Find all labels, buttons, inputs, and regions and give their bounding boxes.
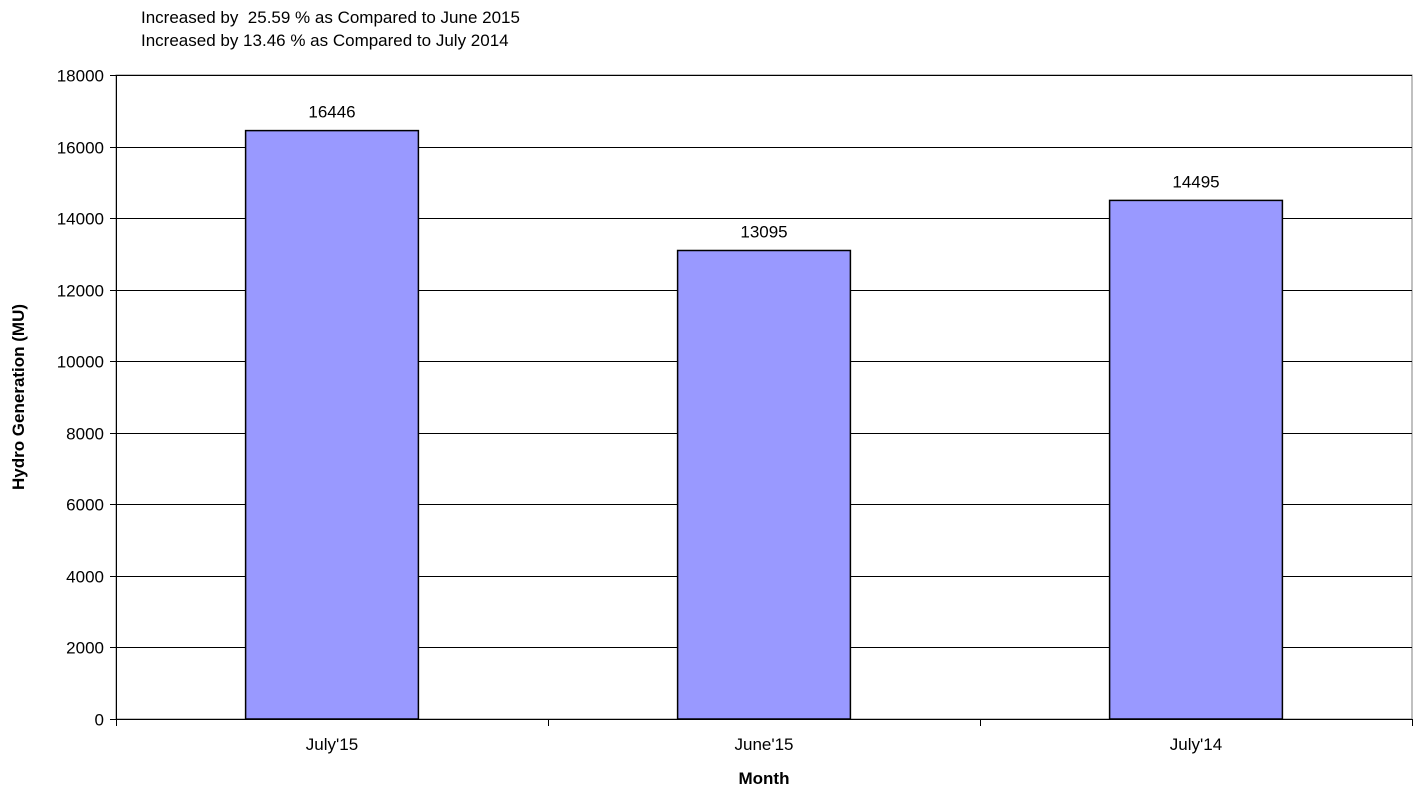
bar-july-14 bbox=[1108, 199, 1284, 720]
data-label: 14495 bbox=[1172, 172, 1219, 191]
y-tick-label: 8000 bbox=[66, 425, 104, 444]
bar-june-15 bbox=[676, 249, 852, 720]
y-tick-label: 2000 bbox=[66, 639, 104, 658]
labels: 0 2000 4000 6000 8000 10000 12000 14000 16000 180… bbox=[57, 67, 1222, 755]
axes bbox=[110, 75, 1413, 726]
annotation-july-comparison: Increased by 13.46 % as Compared to July… bbox=[141, 31, 509, 50]
y-tick-label: 18000 bbox=[57, 67, 104, 86]
x-tick-label: July'14 bbox=[1170, 735, 1222, 754]
bars bbox=[244, 129, 1284, 720]
data-label: 16446 bbox=[308, 103, 355, 122]
y-tick-label: 12000 bbox=[57, 282, 104, 301]
y-tick-label: 0 bbox=[95, 711, 104, 730]
x-tick-label: July'15 bbox=[306, 735, 358, 754]
data-label: 13095 bbox=[740, 222, 787, 241]
x-axis-title: Month bbox=[739, 769, 790, 788]
y-tick-label: 10000 bbox=[57, 353, 104, 372]
y-tick-label: 16000 bbox=[57, 139, 104, 158]
chart-annotations: Increased by 25.59 % as Compared to June… bbox=[141, 6, 520, 52]
x-tick-label: June'15 bbox=[734, 735, 793, 754]
y-axis-title: Hydro Generation (MU) bbox=[9, 304, 28, 490]
y-tick-label: 4000 bbox=[66, 568, 104, 587]
y-tick-label: 14000 bbox=[57, 210, 104, 229]
y-tick-label: 6000 bbox=[66, 496, 104, 515]
annotation-june-comparison: Increased by 25.59 % as Compared to June… bbox=[141, 8, 520, 27]
bar-july-15 bbox=[244, 129, 420, 720]
